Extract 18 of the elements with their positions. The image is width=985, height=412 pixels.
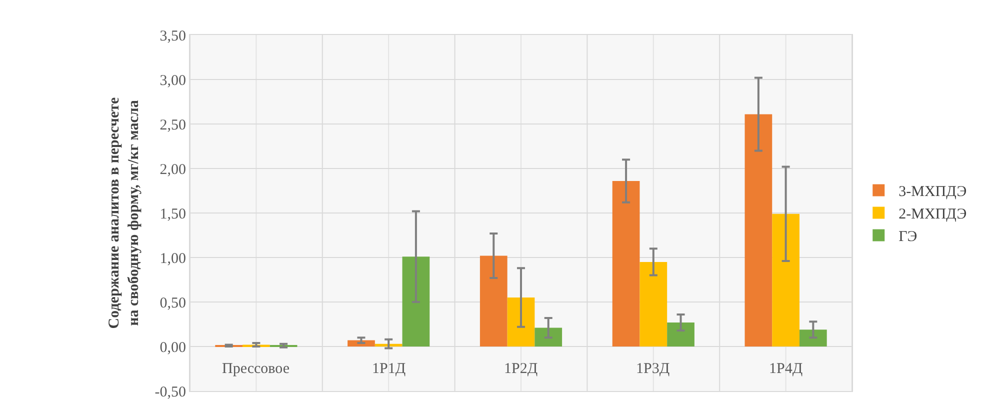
x-tick-label: Прессовое — [222, 361, 290, 377]
y-tick-label: 0,00 — [160, 340, 186, 356]
x-tick-label: 1Р1Д — [372, 361, 406, 377]
y-tick-label: 2,00 — [160, 162, 186, 178]
x-tick-label: 1Р3Д — [636, 361, 670, 377]
y-tick-label: 1,50 — [160, 206, 186, 222]
legend-label: ГЭ — [898, 229, 918, 246]
y-tick-label: 0,50 — [160, 295, 186, 312]
legend-label: 3-МХПДЭ — [898, 184, 967, 200]
x-tick-label: 1Р4Д — [769, 361, 803, 377]
y-tick-label: 3,50 — [160, 28, 186, 44]
x-tick-label: 1Р2Д — [504, 361, 538, 377]
y-axis-title: Содержание аналитов в пересчете на свободную форму, мг/кг масла — [106, 96, 142, 329]
legend-label: 2-МХПДЭ — [898, 206, 967, 223]
y-tick-label: 2,50 — [160, 117, 186, 134]
y-tick-label: 3,00 — [160, 72, 186, 89]
y-tick-label: 1,00 — [160, 250, 186, 267]
y-tick-label: -0,50 — [154, 384, 186, 400]
